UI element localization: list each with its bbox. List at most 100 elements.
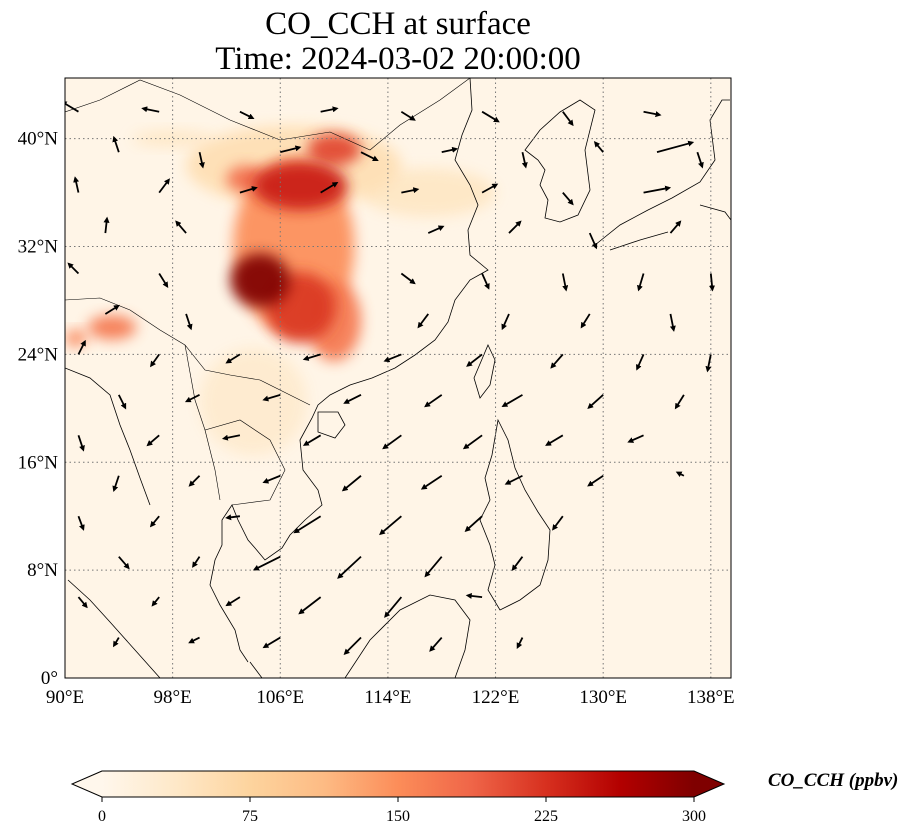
wind-arrow [141,106,160,113]
wind-arrow [298,596,322,615]
colorbar-label: CO_CCH (ppbv) [768,770,899,791]
wind-arrow [696,151,704,169]
wind-arrow [637,273,645,292]
wind-arrow [302,353,321,361]
wind-arrow [112,135,120,153]
wind-arrow [239,186,258,194]
wind-arrow [150,353,160,368]
wind-arrow [104,304,120,315]
wind-arrow [384,596,403,618]
wind-arrow [508,220,522,234]
coastline-hainan [317,411,346,439]
wind-arrow [501,394,523,408]
wind-arrow [481,183,499,194]
wind-arrow [192,556,201,568]
wind-arrow [593,141,604,153]
wind-arrow [158,178,170,194]
wind-arrow [401,187,420,194]
wind-arrow [709,273,716,292]
wind-arrow [587,394,604,409]
wind-arrow [400,272,416,285]
coastline-mainland-east-asia [209,78,489,663]
wind-arrow [516,637,524,649]
coastline-india-bay-of-bengal [65,367,151,506]
plume-shaanxi-shanxi [253,161,348,211]
wind-arrow [481,273,490,290]
coastline-korea [524,99,596,223]
wind-arrow [149,515,160,528]
wind-arrow [669,313,676,332]
colorbar-extend-max [694,771,724,797]
wind-arrow [464,515,483,532]
lat-tick-label: 32°N [18,237,59,258]
wind-arrow [674,394,685,410]
lat-tick-label: 24°N [18,344,59,365]
wind-arrow [465,592,483,599]
map-gridlines [65,78,731,678]
longitude-tick-labels: 90°E 98°E 106°E 114°E 122°E 130°E 138°E [46,687,735,708]
lat-tick-label: 40°N [18,129,59,150]
wind-arrow [112,637,120,648]
wind-arrow [262,474,281,484]
wind-arrow [221,434,241,441]
wind-arrow [252,555,281,571]
wind-arrow [521,151,528,169]
wind-arrow [262,636,281,649]
wind-arrow [462,434,483,450]
colorbar-extend-min [72,771,102,797]
wind-arrow [562,111,574,127]
colorbar-tick-label: 225 [534,808,558,825]
wind-arrow [360,151,379,162]
plume-inner-mongolia [307,133,361,166]
wind-arrow [587,475,604,487]
plume-eastward-drift [361,168,496,217]
wind-arrow [225,353,241,364]
wind-arrow [561,273,569,292]
wind-arrow [705,354,712,373]
wind-arrow [175,220,187,234]
wind-arrow [429,636,443,652]
lat-tick-label: 8°N [27,560,58,581]
coastlines [65,78,731,678]
wind-arrow [262,393,281,402]
lon-tick-label: 130°E [579,687,627,708]
wind-arrow [239,110,255,120]
wind-arrow [77,339,86,355]
wind-arrow [280,145,302,154]
wind-arrow [400,110,416,121]
wind-arrow [225,514,241,521]
wind-arrow [146,434,160,447]
wind-arrow [158,273,169,289]
wind-arrow [420,475,443,490]
wind-arrow [441,146,459,154]
wind-arrow [588,232,598,250]
wind-arrow [184,394,200,403]
coastline-malaysia-sumatra [67,579,263,678]
wind-arrow [118,556,130,570]
map-frame [64,77,732,679]
wind-arrow [424,394,443,408]
lat-tick-label: 0° [41,668,58,689]
plume-mongolia-tail [132,130,213,147]
wind-arrow [550,353,564,369]
wind-arrow [656,140,695,154]
colorbar-tick-label: 75 [242,808,258,825]
wind-arrow [118,394,127,410]
lon-tick-label: 106°E [256,687,304,708]
colorbar-gradient [102,771,694,797]
wind-arrow [552,515,564,531]
wind-arrow [580,313,591,329]
wind-arrow [417,313,429,329]
wind-arrow [103,216,110,234]
coastline-taiwan [473,344,496,399]
wind-arrow [151,596,160,607]
border-south-asia [65,297,311,406]
map-subtitle-time: Time: 2024-03-02 20:00:00 [215,41,581,77]
wind-arrow [643,185,672,194]
wind-arrow [382,434,402,450]
wind-arrow [562,192,574,206]
wind-arrow [643,110,662,118]
wind-arrow [427,225,445,234]
lon-tick-label: 138°E [687,687,735,708]
